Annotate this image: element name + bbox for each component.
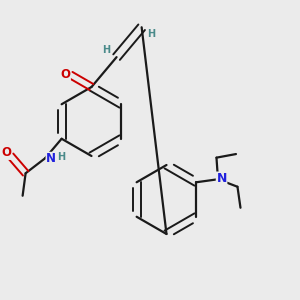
Text: O: O (1, 146, 11, 159)
Text: H: H (148, 29, 156, 39)
Text: N: N (216, 172, 227, 185)
Text: O: O (60, 68, 70, 81)
Text: N: N (46, 152, 56, 165)
Text: H: H (103, 45, 111, 55)
Text: H: H (58, 152, 66, 162)
